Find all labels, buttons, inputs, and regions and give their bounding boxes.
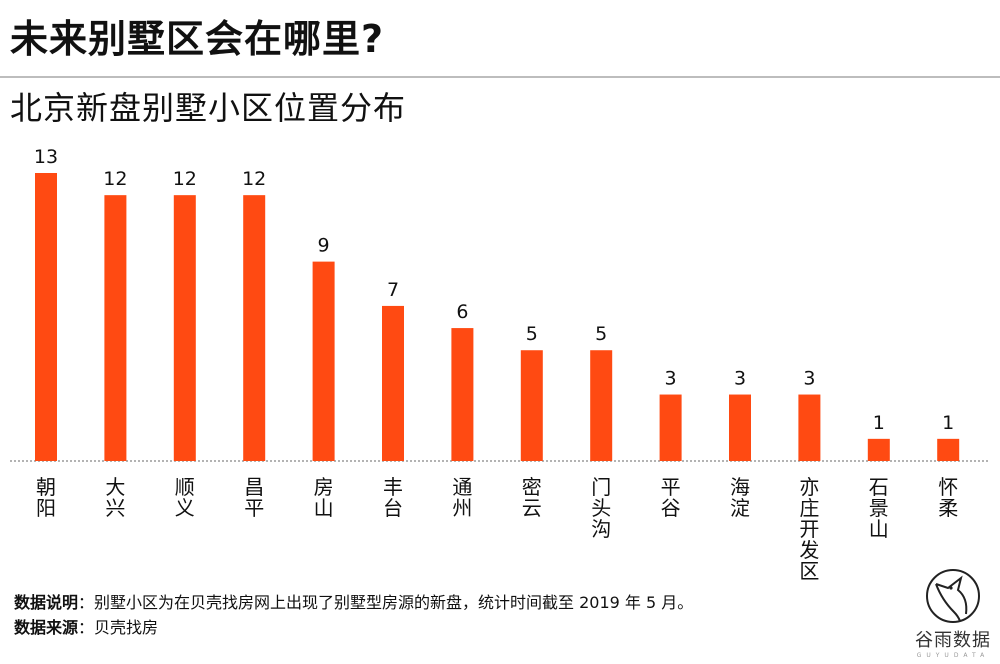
bar-5 — [382, 305, 404, 461]
value-label-1: 12 — [103, 168, 127, 190]
bird-in-circle-icon — [926, 569, 980, 623]
value-labels-group: 13 12 12 12 9 7 6 5 5 3 3 3 1 1 — [34, 146, 954, 434]
chart-subtitle: 北京新盘别墅小区位置分布 — [10, 89, 407, 127]
bar-9 — [659, 394, 682, 461]
value-label-0: 13 — [34, 146, 58, 168]
bar-2 — [173, 195, 196, 461]
category-label-8: 门头沟 — [591, 475, 611, 541]
brand-name: 谷雨数据 — [915, 630, 991, 651]
data-source-label: 数据来源 — [14, 618, 79, 637]
bar-6 — [451, 328, 474, 461]
value-label-11: 3 — [803, 368, 815, 390]
bar-13 — [937, 438, 960, 461]
category-label-1: 大兴 — [105, 475, 125, 520]
value-label-10: 3 — [734, 368, 746, 390]
footer-notes: 数据说明：别墅小区为在贝壳找房网上出现了别墅型房源的新盘，统计时间截至 2019… — [14, 590, 693, 640]
value-label-7: 5 — [526, 323, 538, 345]
category-label-5: 丰台 — [383, 475, 403, 520]
bar-8 — [590, 350, 613, 461]
data-note-text: ：别墅小区为在贝壳找房网上出现了别墅型房源的新盘，统计时间截至 2019 年 5… — [78, 593, 694, 612]
category-label-13: 怀柔 — [938, 475, 958, 520]
bar-4 — [312, 261, 335, 461]
category-label-11: 亦庄开发区 — [799, 475, 819, 583]
value-label-4: 9 — [318, 235, 330, 257]
data-note-label: 数据说明 — [14, 593, 79, 612]
title-divider — [0, 76, 1000, 78]
value-label-9: 3 — [665, 368, 677, 390]
category-label-2: 顺义 — [175, 475, 195, 520]
category-label-3: 昌平 — [244, 475, 264, 520]
bar-0 — [35, 173, 57, 461]
brand-subname: GUYUDATA — [916, 652, 990, 659]
bar-10 — [729, 394, 751, 461]
value-label-8: 5 — [595, 323, 607, 345]
bar-7 — [520, 350, 543, 461]
category-label-4: 房山 — [314, 475, 334, 520]
bar-1 — [104, 195, 127, 461]
category-label-6: 通州 — [452, 475, 472, 520]
category-label-12: 石景山 — [869, 475, 889, 541]
bar-3 — [243, 195, 266, 461]
value-label-2: 12 — [173, 168, 197, 190]
value-label-3: 12 — [242, 168, 266, 190]
bar-11 — [798, 394, 821, 461]
brand-logo: 谷雨数据 GUYUDATA — [906, 566, 996, 664]
data-note: 数据说明：别墅小区为在贝壳找房网上出现了别墅型房源的新盘，统计时间截至 2019… — [14, 590, 693, 615]
value-label-6: 6 — [456, 301, 468, 323]
bars-group — [35, 173, 960, 461]
category-labels-group: 朝阳 大兴 顺义 昌平 房山 丰台 通州 密云 门头沟 平谷 海淀 亦庄开发区 石景山 怀柔 — [36, 475, 958, 583]
data-source-text: ：贝壳找房 — [78, 618, 159, 637]
bar-12 — [867, 438, 890, 461]
category-label-9: 平谷 — [661, 475, 681, 520]
category-label-0: 朝阳 — [36, 475, 56, 520]
page-title: 未来别墅区会在哪里? — [10, 17, 385, 61]
value-label-5: 7 — [387, 279, 399, 301]
category-label-7: 密云 — [522, 475, 542, 520]
value-label-13: 1 — [942, 412, 954, 434]
data-source: 数据来源：贝壳找房 — [14, 615, 693, 640]
category-label-10: 海淀 — [730, 475, 750, 520]
value-label-12: 1 — [873, 412, 885, 434]
